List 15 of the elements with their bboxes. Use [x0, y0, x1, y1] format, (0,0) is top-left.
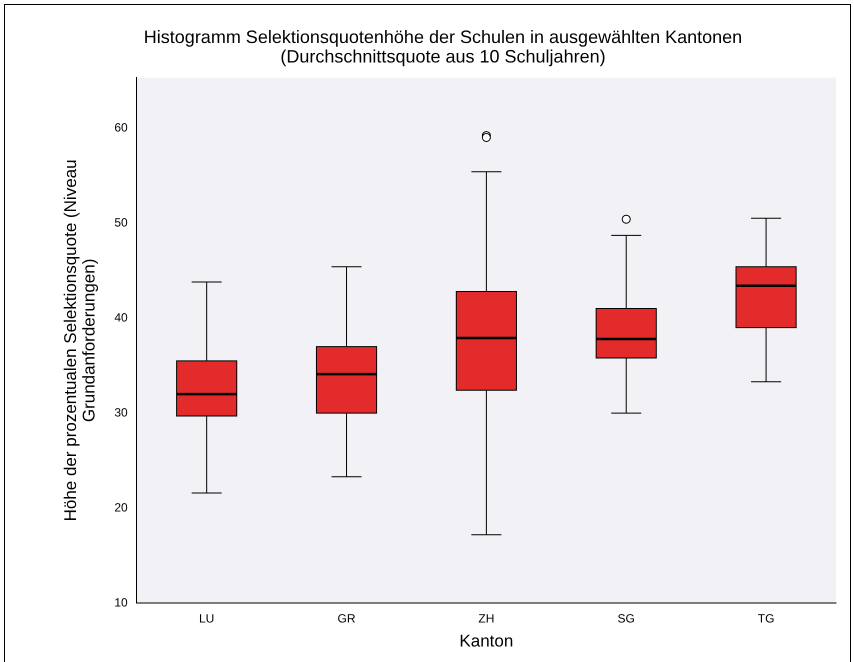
- x-axis-title: Kanton: [459, 631, 514, 650]
- x-tick-label: ZH: [478, 612, 494, 626]
- y-tick-label: 50: [114, 215, 128, 230]
- y-axis-title: Höhe der prozentualen Selektionsquote (Niveau Grundanforderungen): [61, 159, 99, 522]
- x-tick-label: LU: [199, 612, 214, 626]
- chart-title: Histogramm Selektionsquotenhöhe der Schulen in ausgewählten Kantonen: [144, 26, 742, 47]
- y-tick-label: 10: [114, 596, 128, 610]
- y-tick-label: 30: [114, 405, 128, 420]
- y-tick-label: 40: [114, 310, 128, 324]
- x-tick-label: SG: [618, 612, 635, 626]
- chart-subtitle: (Durchschnittsquote aus 10 Schuljahren): [280, 46, 606, 67]
- x-tick-label: TG: [758, 612, 774, 626]
- x-tick-label: GR: [338, 612, 356, 626]
- y-tick-label: 20: [114, 500, 128, 514]
- y-tick-label: 60: [114, 120, 128, 134]
